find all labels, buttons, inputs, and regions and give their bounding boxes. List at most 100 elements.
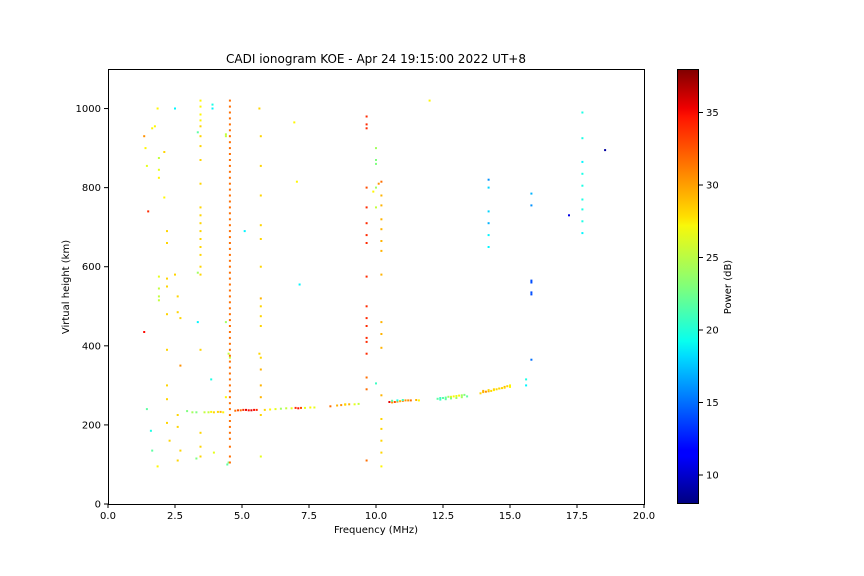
data-point (224, 396, 227, 399)
data-point (482, 389, 485, 392)
data-point (365, 186, 368, 189)
data-point (228, 230, 231, 233)
data-point (234, 409, 237, 412)
data-point (492, 388, 495, 391)
data-point (228, 271, 231, 274)
data-point (212, 411, 215, 414)
data-point (153, 125, 156, 128)
data-point (482, 391, 485, 394)
colorbar-frame (677, 69, 699, 504)
data-point (455, 395, 458, 397)
data-point (157, 295, 160, 298)
data-point (228, 200, 231, 203)
data-point (166, 384, 168, 387)
data-point (207, 411, 210, 414)
data-point (228, 313, 231, 316)
data-point (228, 224, 231, 227)
data-point (228, 408, 231, 411)
data-point (156, 465, 159, 468)
data-point (199, 125, 202, 128)
data-point (487, 246, 490, 248)
data-point (199, 348, 202, 351)
data-point (176, 295, 179, 298)
data-point (525, 378, 528, 381)
data-point (581, 160, 584, 163)
data-point (166, 242, 168, 244)
data-point (604, 149, 607, 152)
data-point (259, 164, 262, 167)
colorbar (677, 69, 699, 504)
data-point (380, 249, 383, 252)
data-point (365, 325, 368, 327)
data-point (228, 325, 231, 327)
data-point (228, 212, 231, 215)
data-point (401, 399, 404, 401)
data-point (157, 275, 160, 278)
data-point (224, 321, 227, 324)
data-point (253, 408, 256, 411)
data-point (380, 218, 383, 221)
data-point (228, 425, 231, 428)
data-point (166, 348, 168, 351)
data-point (144, 147, 147, 150)
data-point (176, 459, 179, 462)
data-point (224, 135, 227, 138)
data-point (216, 410, 219, 413)
data-point (228, 147, 231, 150)
data-point (199, 206, 202, 209)
data-points (143, 99, 607, 468)
data-point (199, 265, 202, 268)
data-point (228, 390, 231, 393)
data-point (228, 356, 231, 359)
data-point (300, 406, 302, 409)
data-point (227, 352, 230, 355)
data-point (365, 234, 368, 237)
data-point (228, 366, 231, 369)
data-point (145, 164, 148, 167)
data-point (479, 392, 482, 395)
data-point (228, 153, 231, 155)
data-point (199, 455, 202, 458)
data-point (199, 230, 202, 233)
data-point (211, 103, 214, 106)
data-point (228, 336, 231, 339)
data-point (259, 396, 262, 399)
data-point (439, 398, 442, 401)
data-point (463, 393, 466, 396)
data-point (145, 408, 148, 411)
data-point (255, 408, 258, 411)
data-point (228, 319, 231, 322)
x-tick-label: 2.5 (167, 511, 183, 522)
data-point (444, 396, 447, 399)
data-point (228, 129, 231, 132)
data-point (143, 135, 146, 138)
data-point (365, 115, 368, 118)
data-point (380, 465, 383, 468)
data-point (166, 398, 168, 401)
data-point (365, 222, 368, 225)
data-point (380, 273, 383, 276)
data-point (365, 317, 368, 320)
data-point (224, 133, 227, 136)
data-point (285, 407, 288, 410)
data-point (407, 399, 410, 402)
data-point (396, 400, 399, 403)
y-tick-label: 1000 (76, 104, 101, 115)
data-point (380, 228, 383, 231)
data-point (294, 406, 297, 409)
data-point (228, 164, 231, 167)
data-point (196, 271, 199, 274)
data-point (228, 277, 231, 280)
colorbar-tick-label: 15 (706, 398, 719, 409)
data-point (199, 238, 202, 240)
data-point (228, 188, 231, 191)
colorbar-tick-label: 25 (706, 253, 719, 264)
data-point (460, 396, 463, 399)
data-point (388, 401, 391, 403)
data-point (487, 389, 490, 392)
data-point (166, 313, 168, 316)
data-point (490, 389, 493, 392)
data-point (290, 407, 293, 410)
data-point (228, 141, 231, 144)
